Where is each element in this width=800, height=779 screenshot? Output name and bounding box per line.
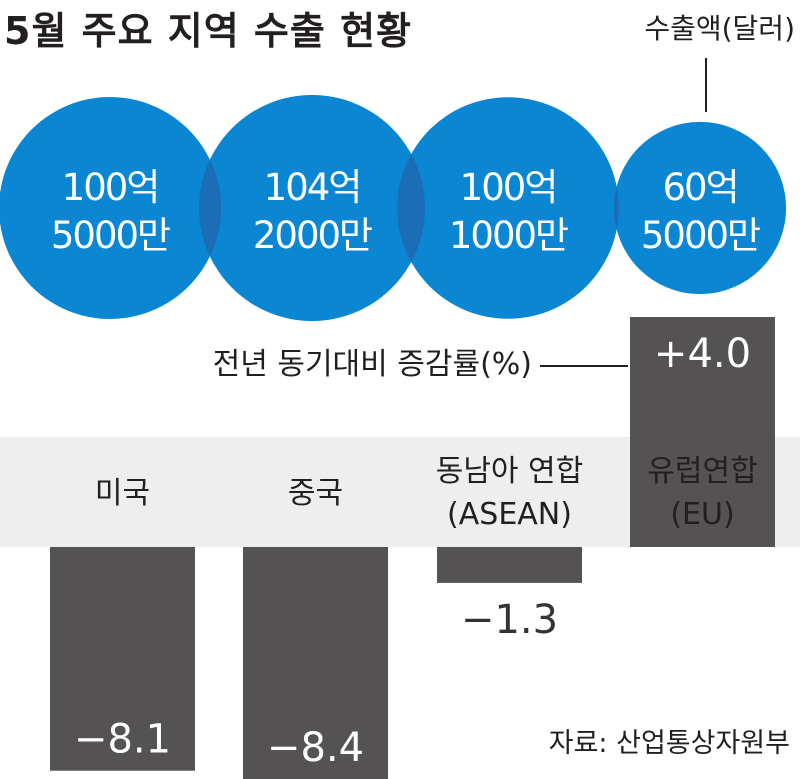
chart-title: 5월 주요 지역 수출 현황	[4, 9, 412, 53]
change-value-label-1: −8.4	[267, 725, 364, 771]
change-value-label-0: −8.1	[74, 717, 171, 763]
export-bubble-1	[199, 95, 425, 321]
export-bubbles: 100억 5000만 104억 2000만 100억 1000만 60억 5000만	[0, 95, 787, 321]
export-value-line2-0: 5000만	[51, 214, 170, 257]
export-value-line2-3: 5000만	[641, 214, 760, 257]
category-labels: 미국 중국 동남아 연합 (ASEAN) 유럽연합 (EU)	[95, 454, 758, 532]
category-label-0: 미국	[95, 476, 150, 511]
export-bubble-0	[0, 97, 221, 319]
value-labels: −8.1 −8.4 −1.3 +4.0	[74, 331, 751, 771]
export-value-line1-3: 60억	[662, 166, 737, 209]
export-bubble-3	[613, 121, 787, 295]
source-note: 자료: 산업통상자원부	[549, 728, 790, 759]
export-value-line2-1: 2000만	[253, 214, 372, 257]
change-bars	[50, 317, 775, 779]
category-label-line2-2: (ASEAN)	[447, 497, 572, 532]
category-label-line1-3: 유럽연합	[647, 454, 757, 489]
category-label-line1-2: 동남아 연합	[436, 454, 584, 489]
change-bar-0	[50, 547, 195, 771]
change-bar-2	[437, 547, 582, 583]
change-value-label-3: +4.0	[654, 331, 751, 377]
export-value-line2-2: 1000만	[449, 214, 568, 257]
category-label-line2-3: (EU)	[670, 497, 734, 532]
export-value-line1-1: 104억	[264, 166, 361, 209]
category-label-1: 중국	[288, 476, 343, 511]
change-bar-3	[630, 317, 775, 547]
export-value-line1-2: 100억	[460, 166, 557, 209]
change-unit-label: 전년 동기대비 증감률(%)	[213, 347, 532, 382]
export-unit-label: 수출액(달러)	[644, 12, 795, 45]
export-value-line1-0: 100억	[62, 166, 159, 209]
change-value-label-2: −1.3	[461, 597, 558, 643]
export-bubble-2	[397, 97, 619, 319]
change-bar-1	[243, 547, 388, 779]
